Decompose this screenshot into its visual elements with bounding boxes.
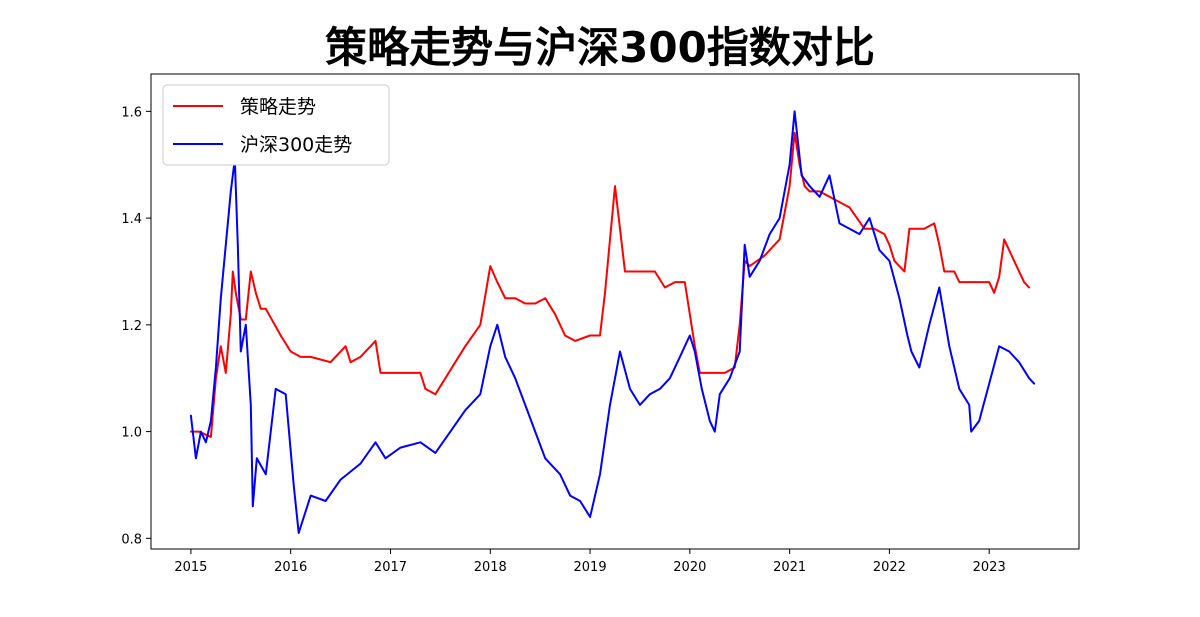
series-group bbox=[189, 110, 1036, 534]
series-line-csi300 bbox=[189, 110, 1036, 534]
series-line-strategy bbox=[189, 131, 1031, 438]
x-tick-label: 2020 bbox=[673, 560, 706, 575]
x-tick-label: 2023 bbox=[973, 560, 1006, 575]
x-tick-label: 2019 bbox=[574, 560, 607, 575]
y-tick-label: 1.2 bbox=[121, 319, 142, 334]
y-tick-label: 1.0 bbox=[121, 426, 142, 441]
legend-label-strategy: 策略走势 bbox=[240, 96, 316, 118]
chart-title: 策略走势与沪深300指数对比 bbox=[325, 23, 875, 72]
x-tick-label: 2016 bbox=[274, 560, 307, 575]
y-tick-label: 1.4 bbox=[121, 212, 142, 227]
y-axis: 0.8 1.0 1.2 1.4 1.6 bbox=[121, 105, 151, 547]
y-tick-label: 0.8 bbox=[121, 532, 142, 547]
legend-label-csi300: 沪深300走势 bbox=[240, 134, 352, 156]
x-tick-label: 2018 bbox=[474, 560, 507, 575]
y-tick-label: 1.6 bbox=[121, 105, 142, 120]
x-tick-label: 2022 bbox=[873, 560, 906, 575]
x-axis: 2015 2016 2017 2018 2019 2020 2021 2022 2023 bbox=[174, 549, 1006, 575]
x-tick-label: 2021 bbox=[773, 560, 806, 575]
x-tick-label: 2015 bbox=[174, 560, 207, 575]
x-tick-label: 2017 bbox=[374, 560, 407, 575]
legend: 策略走势 沪深300走势 bbox=[162, 84, 390, 166]
